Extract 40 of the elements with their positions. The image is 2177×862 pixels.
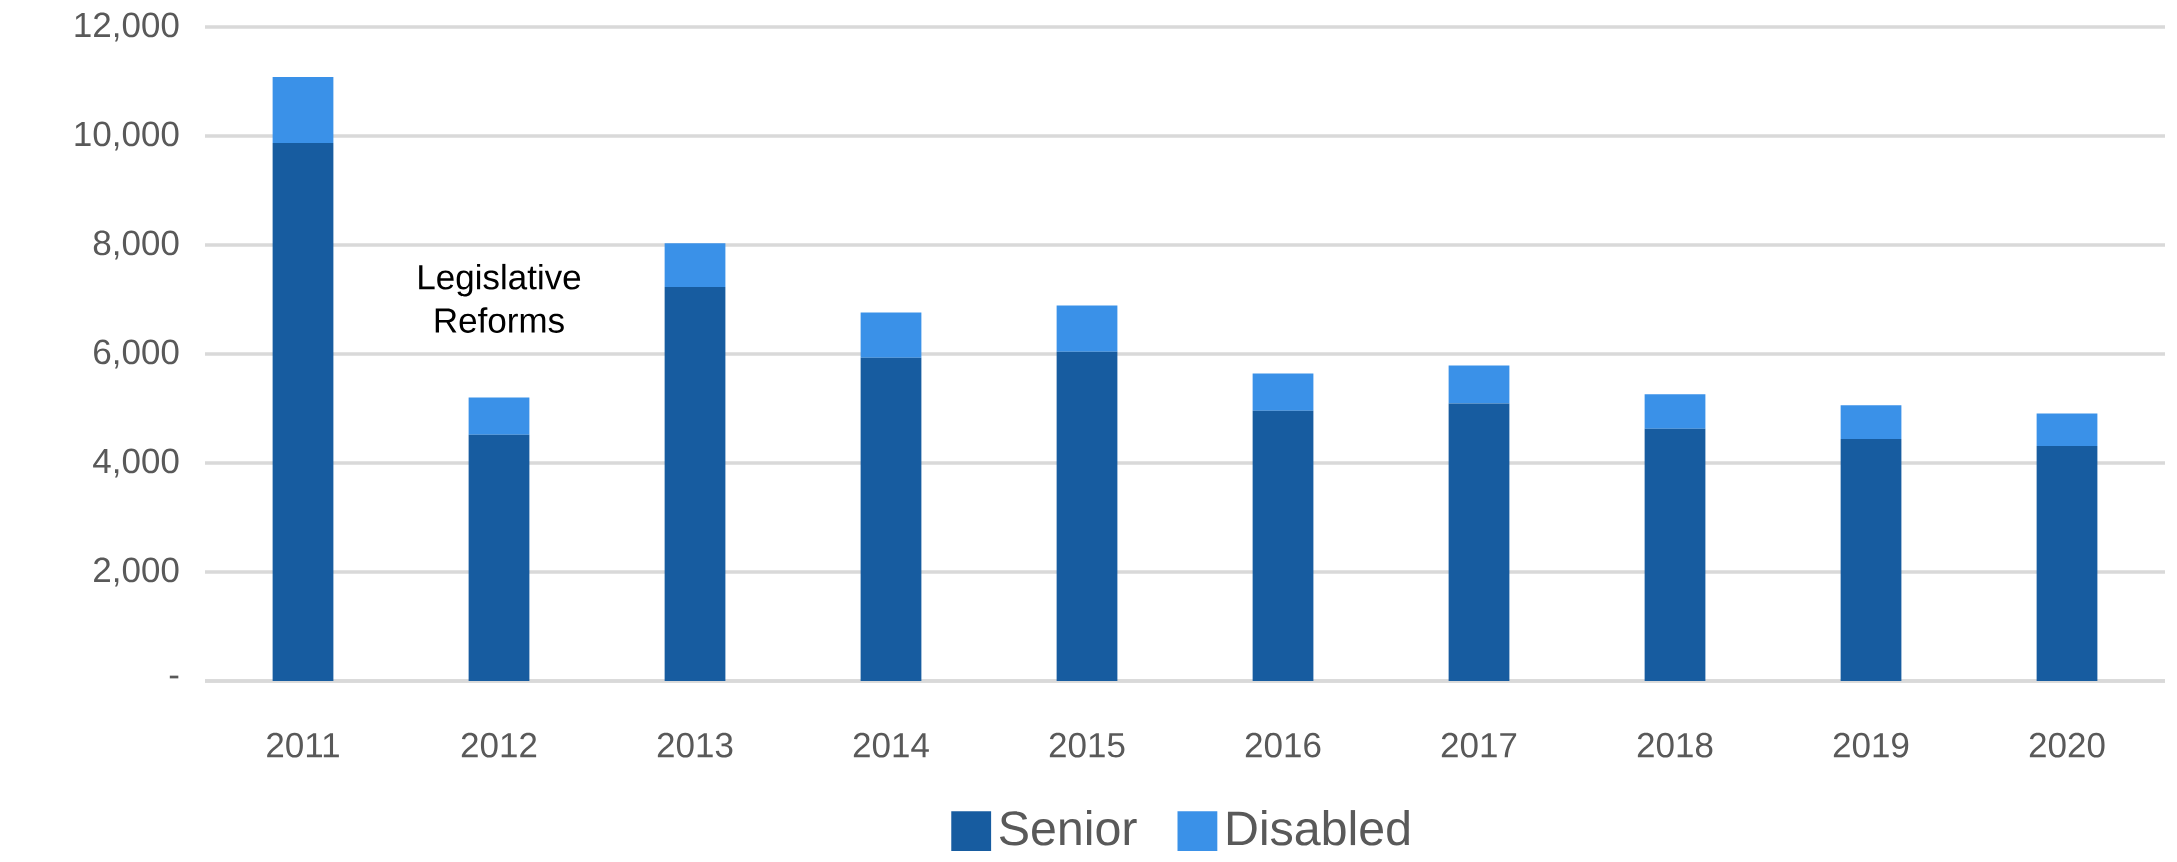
bar xyxy=(272,77,334,144)
bar xyxy=(1644,428,1706,681)
x-tick-label: 2015 xyxy=(1049,732,1125,758)
bar xyxy=(1448,403,1510,681)
bar xyxy=(664,286,726,681)
bar xyxy=(1252,373,1314,411)
bar xyxy=(1644,394,1706,429)
bar xyxy=(664,243,726,287)
x-tick-label: 2018 xyxy=(1637,732,1713,758)
bar xyxy=(272,143,334,681)
bar xyxy=(1252,410,1314,681)
y-tick-label: 6,000 xyxy=(94,339,179,369)
x-tick-label: 2011 xyxy=(267,732,339,758)
bar xyxy=(860,312,922,358)
x-tick-label: 2012 xyxy=(461,732,537,758)
x-tick-label: 2017 xyxy=(1441,732,1517,758)
y-tick-label: 8,000 xyxy=(93,230,179,260)
x-tick-label: 2020 xyxy=(2029,732,2105,758)
y-tick-label: 4,000 xyxy=(93,448,179,478)
legend-label: Disabled xyxy=(1227,810,1409,846)
bar xyxy=(1840,405,1902,440)
bar xyxy=(468,397,530,435)
x-tick-label: 2013 xyxy=(657,732,733,758)
y-tick-label: - xyxy=(169,675,179,679)
bar xyxy=(1056,351,1118,681)
bar xyxy=(468,434,530,681)
x-tick-label: 2019 xyxy=(1833,732,1909,758)
annotation: Legislative Reforms xyxy=(419,263,581,333)
x-tick-label: 2014 xyxy=(853,732,929,758)
bar xyxy=(1840,439,1902,681)
x-tick-label: 2016 xyxy=(1245,732,1321,758)
y-tick-label: 2,000 xyxy=(94,557,179,587)
bar xyxy=(2036,446,2098,681)
bar xyxy=(860,357,922,681)
bar xyxy=(1056,305,1118,352)
y-tick-label: 10,000 xyxy=(75,121,179,151)
y-tick-label: 12,000 xyxy=(75,12,179,42)
bar xyxy=(2036,413,2098,447)
bar xyxy=(1448,365,1510,404)
legend-label: Senior xyxy=(999,810,1137,846)
